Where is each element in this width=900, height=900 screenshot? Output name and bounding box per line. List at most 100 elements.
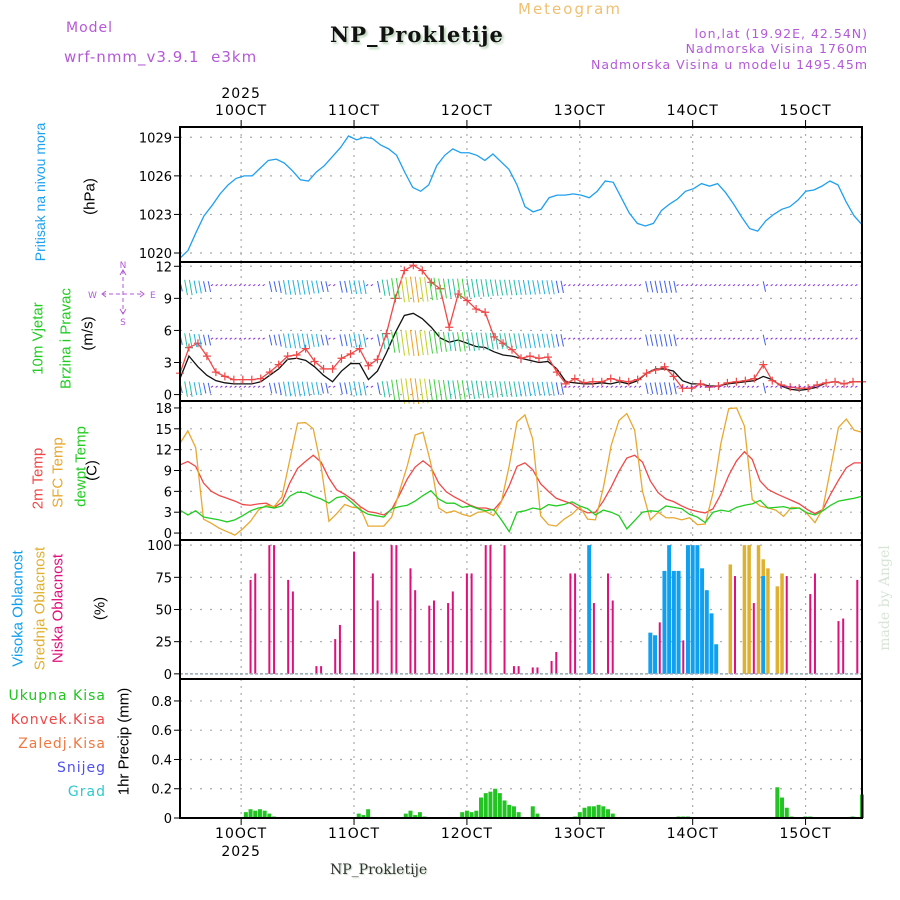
wind-arrow — [358, 333, 362, 348]
wind-arrow — [188, 333, 193, 349]
wind-arrow — [690, 337, 693, 340]
wind-arrow — [377, 382, 381, 395]
bar-ukupna-kisa — [497, 793, 502, 818]
gust-marker — [211, 368, 220, 377]
wind-arrow — [362, 333, 367, 348]
wind-arrow — [586, 385, 590, 388]
wind-arrow — [325, 281, 329, 293]
bar-niska-oblacnost — [484, 545, 487, 674]
bar-ukupna-kisa — [596, 804, 601, 818]
x-tick-label-top: 12OCT — [441, 103, 493, 119]
model-altitude-label: Nadmorska Visina u modelu 1495.45m — [591, 57, 868, 72]
wind-arrow — [775, 385, 778, 388]
y-tick-label: 100 — [147, 539, 172, 554]
y-tick-label: 15 — [155, 423, 172, 438]
wind-arrow — [475, 332, 480, 351]
wind-arrow — [826, 284, 830, 287]
wind-arrow — [328, 284, 331, 287]
wind-arrow — [541, 381, 546, 396]
wind-arrow — [405, 330, 410, 356]
wind-arrow — [779, 337, 783, 340]
wind-arrow — [234, 337, 237, 340]
wind-arrow — [629, 337, 632, 340]
gust-marker — [741, 376, 750, 385]
gust-marker — [220, 372, 229, 381]
wind-arrow — [789, 337, 792, 340]
gust-marker — [615, 376, 624, 385]
wind-arrow — [718, 385, 722, 388]
wind-arrow — [817, 284, 820, 287]
bar-srednja-oblacnost — [728, 564, 733, 674]
wind-arrow — [807, 337, 811, 340]
x-tick-label-bottom: 13OCT — [554, 826, 606, 842]
wind-arrow — [751, 284, 755, 287]
wind-arrow — [207, 334, 212, 346]
wind-arrow — [577, 385, 581, 388]
wind-arrow — [442, 380, 447, 400]
wind-arrow — [591, 284, 595, 287]
wind-arrow — [252, 337, 256, 340]
wind-arrow — [344, 280, 348, 293]
gust-marker — [427, 278, 436, 287]
wind-arrow — [638, 284, 642, 287]
bar-niska-oblacnost — [254, 573, 257, 674]
wind-arrow — [685, 337, 689, 340]
wind-arrow — [601, 284, 604, 287]
bar-niska-oblacnost — [371, 573, 374, 674]
gust-marker — [552, 368, 561, 377]
bar-visoka-oblacnost — [653, 635, 658, 674]
wind-arrow — [765, 337, 769, 340]
wind-arrow — [193, 333, 198, 347]
wind-arrow — [428, 331, 434, 354]
wind-arrow — [409, 276, 415, 303]
series-line-2m-temp — [179, 450, 862, 516]
wind-arrow — [273, 281, 277, 293]
wind-arrow — [297, 279, 301, 295]
wind-arrow — [447, 380, 452, 400]
wind-arrow — [610, 385, 614, 388]
wind-arrow — [243, 385, 247, 388]
wind-arrow — [536, 381, 541, 396]
wind-arrow — [292, 381, 297, 397]
bar-niska-oblacnost — [785, 576, 788, 674]
wind-arrow — [438, 331, 443, 352]
wind-arrow — [353, 333, 358, 348]
wind-arrow — [615, 284, 618, 287]
wind-arrow — [292, 279, 297, 295]
bar-niska-oblacnost — [315, 666, 318, 674]
wind-arrow — [220, 337, 223, 340]
wind-arrow — [278, 382, 282, 395]
wind-arrow — [365, 385, 369, 388]
wind-arrow — [297, 333, 301, 349]
gust-marker — [795, 384, 804, 393]
x-tick-label-bottom: 11OCT — [328, 826, 380, 842]
wind-arrow — [238, 337, 242, 340]
gust-marker — [570, 374, 579, 383]
wind-arrow — [320, 281, 324, 293]
bar-niska-oblacnost — [550, 660, 553, 674]
wind-arrow — [203, 281, 207, 293]
wind-arrow — [320, 382, 324, 394]
wind-arrow — [798, 385, 802, 388]
wind-arrow — [248, 284, 251, 287]
wind-arrow — [339, 280, 343, 293]
bar-ukupna-kisa — [516, 812, 521, 818]
gust-marker — [328, 364, 337, 373]
wind-arrow — [718, 284, 722, 287]
wind-arrow — [328, 337, 331, 340]
bar-ukupna-kisa — [488, 791, 493, 818]
wind-arrow — [807, 385, 811, 388]
wind-arrow — [855, 284, 858, 287]
bar-niska-oblacnost — [273, 545, 276, 674]
wind-arrow — [344, 382, 348, 395]
wind-arrow — [287, 333, 292, 349]
wind-arrow — [629, 284, 632, 287]
wind-arrow — [438, 278, 443, 299]
bar-visoka-oblacnost — [662, 570, 667, 674]
wind-arrow — [756, 337, 759, 340]
bar-ukupna-kisa — [469, 812, 474, 818]
wind-arrow — [546, 280, 550, 295]
bar-niska-oblacnost — [574, 573, 577, 674]
wind-arrow — [555, 382, 560, 395]
wind-arrow — [775, 284, 778, 287]
